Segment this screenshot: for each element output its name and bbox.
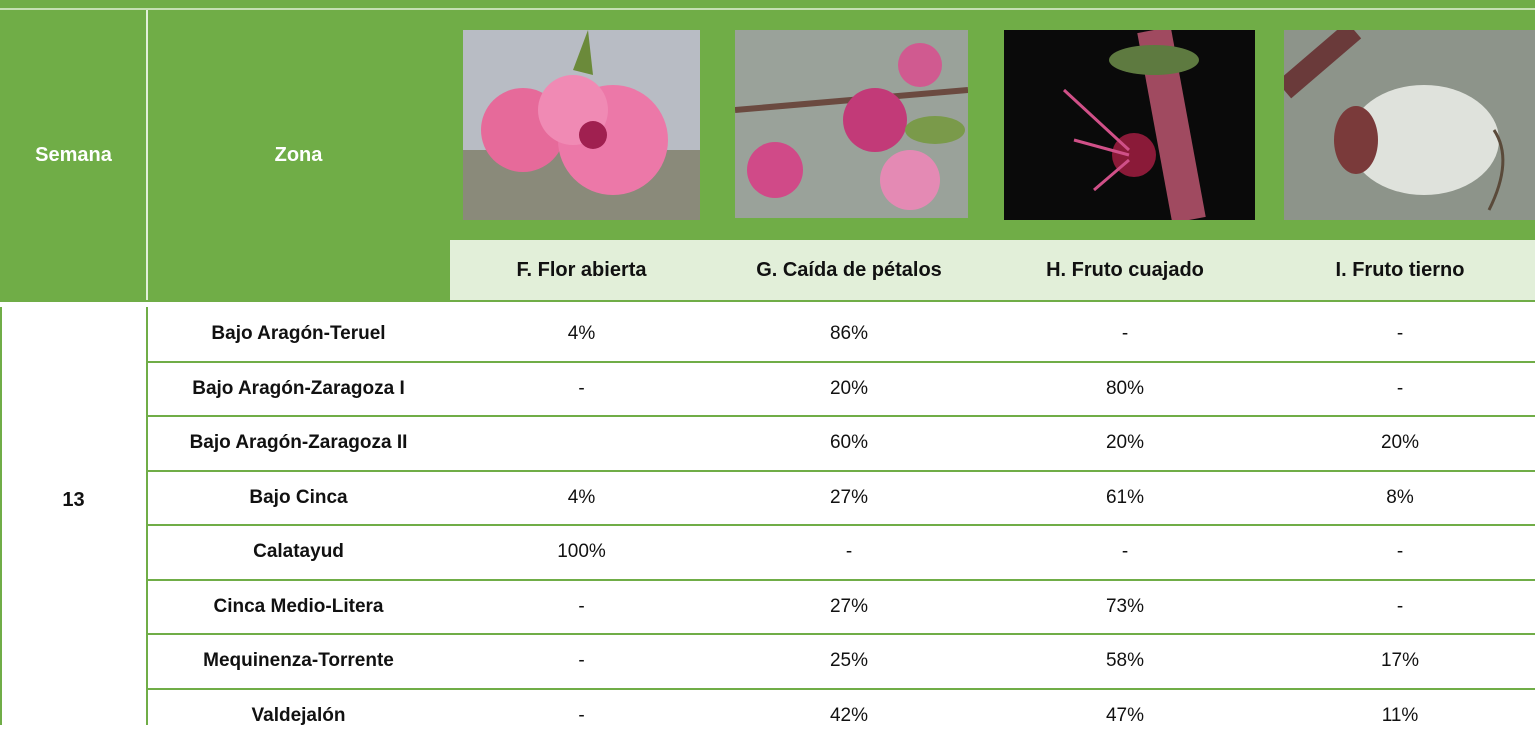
value: -: [1265, 580, 1535, 635]
value: 27%: [713, 580, 985, 635]
header-zone: Zona: [147, 10, 450, 300]
value: 20%: [985, 416, 1265, 471]
value: 20%: [1265, 416, 1535, 471]
zone: Bajo Cinca: [147, 471, 450, 526]
photo: [1284, 30, 1535, 220]
value: -: [450, 689, 713, 743]
photo: [463, 30, 700, 220]
border: [0, 300, 1535, 307]
zone: Calatayud: [147, 525, 450, 580]
value: -: [713, 525, 985, 580]
value: 4%: [450, 307, 713, 362]
week: 13: [0, 307, 147, 693]
photo: [1004, 30, 1255, 220]
header-week: Semana: [0, 10, 147, 300]
value: 27%: [713, 471, 985, 526]
value: -: [450, 362, 713, 417]
stage-label: I. Fruto tierno: [1265, 240, 1535, 300]
value: 8%: [1265, 471, 1535, 526]
zone: Mequinenza-Torrente: [147, 634, 450, 689]
value: -: [1265, 525, 1535, 580]
photo: [735, 30, 968, 218]
value: 60%: [713, 416, 985, 471]
zone: Bajo Aragón-Zaragoza II: [147, 416, 450, 471]
value: 73%: [985, 580, 1265, 635]
value: -: [1265, 307, 1535, 362]
value: 61%: [985, 471, 1265, 526]
value: 11%: [1265, 689, 1535, 743]
zone: Cinca Medio-Litera: [147, 580, 450, 635]
value: 80%: [985, 362, 1265, 417]
value: 58%: [985, 634, 1265, 689]
stage-label: F. Flor abierta: [450, 240, 713, 300]
value: -: [450, 634, 713, 689]
value: -: [985, 307, 1265, 362]
zone: Bajo Aragón-Zaragoza I: [147, 362, 450, 417]
zone: Bajo Aragón-Teruel: [147, 307, 450, 362]
value: -: [985, 525, 1265, 580]
value: -: [1265, 362, 1535, 417]
value: 25%: [713, 634, 985, 689]
value: 4%: [450, 471, 713, 526]
value: 42%: [713, 689, 985, 743]
value: 100%: [450, 525, 713, 580]
value: 20%: [713, 362, 985, 417]
value: 86%: [713, 307, 985, 362]
value: 17%: [1265, 634, 1535, 689]
value: -: [450, 580, 713, 635]
stage-label: H. Fruto cuajado: [985, 240, 1265, 300]
zone: Valdejalón: [147, 689, 450, 743]
value: 47%: [985, 689, 1265, 743]
stage-label: G. Caída de pétalos: [713, 240, 985, 300]
